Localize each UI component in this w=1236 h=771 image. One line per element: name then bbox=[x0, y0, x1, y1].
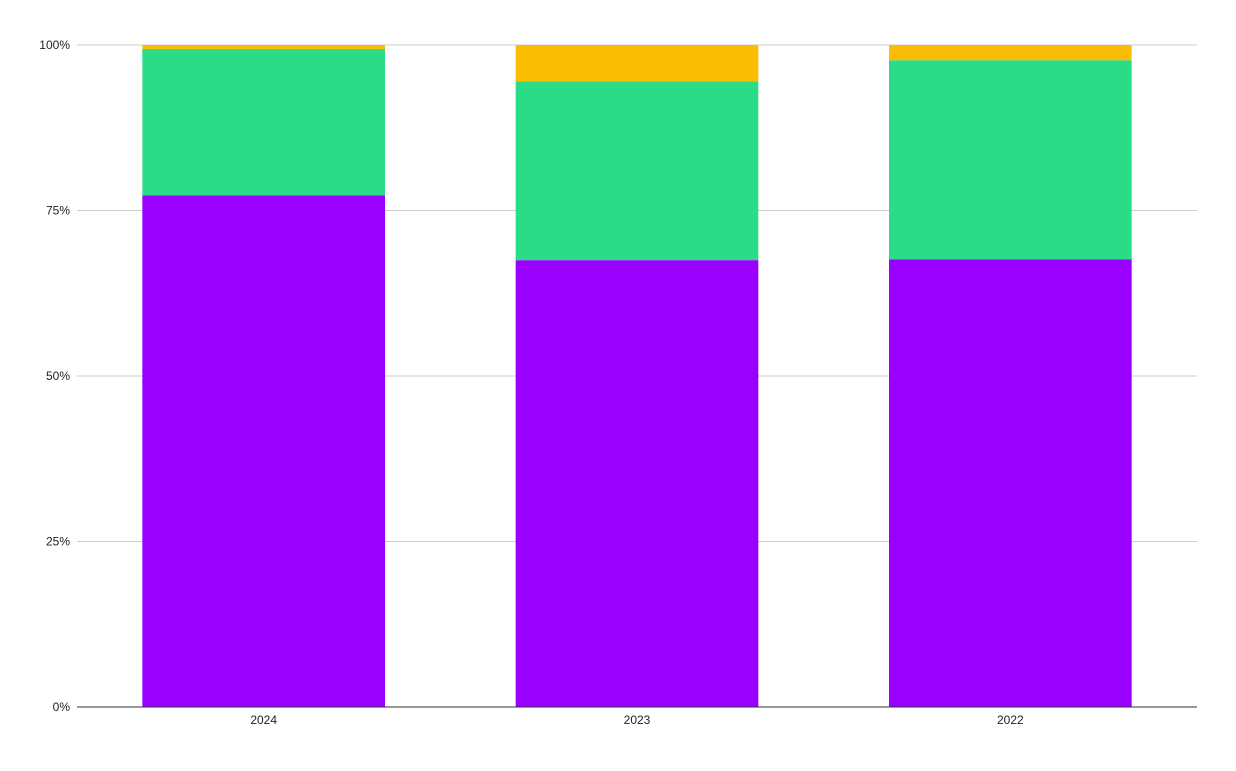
x-tick-label: 2023 bbox=[624, 713, 651, 727]
bar-segment bbox=[515, 260, 759, 707]
tick-labels: 0% 25% 50% 75% 100% 2024 2023 2022 bbox=[39, 38, 1024, 727]
bar-segment bbox=[515, 81, 759, 261]
y-tick-label: 0% bbox=[53, 700, 71, 714]
x-tick-label: 2022 bbox=[997, 713, 1024, 727]
bar-segment bbox=[889, 45, 1132, 61]
y-tick-label: 100% bbox=[39, 38, 70, 52]
bars bbox=[142, 45, 1132, 708]
y-tick-label: 50% bbox=[46, 369, 70, 383]
bar-segment bbox=[142, 45, 385, 49]
x-tick-label: 2024 bbox=[250, 713, 277, 727]
bar-segment bbox=[889, 259, 1132, 707]
y-tick-label: 25% bbox=[46, 535, 70, 549]
bar-segment bbox=[515, 45, 759, 82]
y-tick-label: 75% bbox=[46, 204, 70, 218]
bar-segment bbox=[142, 195, 385, 708]
bar-segment bbox=[889, 60, 1132, 260]
bar-segment bbox=[142, 48, 385, 196]
